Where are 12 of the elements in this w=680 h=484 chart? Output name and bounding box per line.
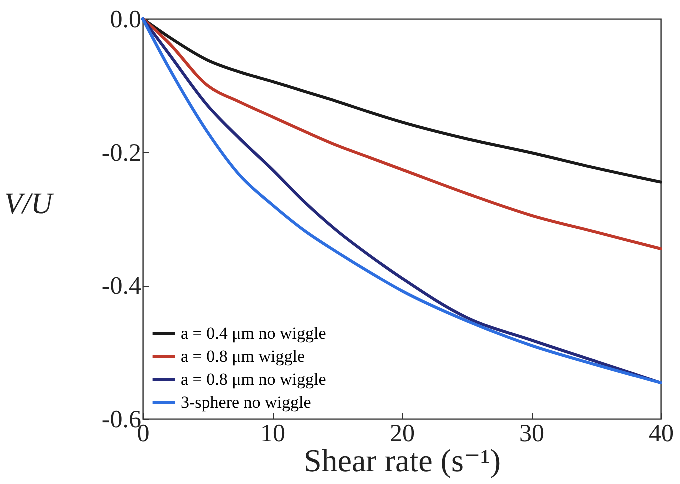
y-tick-label: -0.4 [102,273,142,300]
x-tick-label: 30 [520,420,544,448]
x-tick-label: 10 [260,420,286,448]
y-tick-label: -0.2 [102,140,142,167]
legend-label: a = 0.4 μm no wiggle [181,324,326,343]
y-axis-title: V/U [4,188,55,220]
line-series [142,18,662,250]
legend-label: a = 0.8 μm wiggle [181,347,305,366]
x-tick-label: 40 [649,420,674,448]
legend-label: a = 0.8 μm no wiggle [181,370,326,389]
y-tick-label: 0.0 [110,6,142,34]
legend-label: 3-sphere no wiggle [181,393,312,412]
